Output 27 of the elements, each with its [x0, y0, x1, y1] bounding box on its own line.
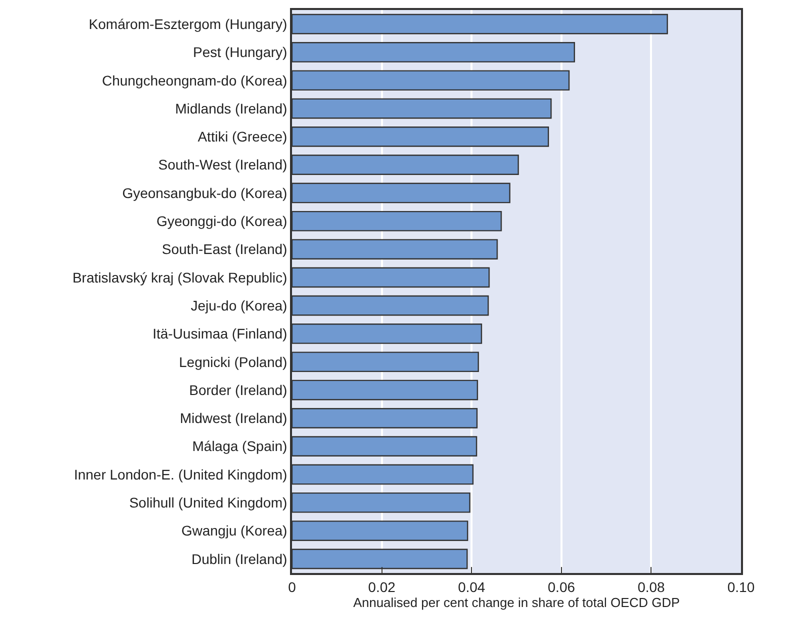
y-tick-label: Itä-Uusimaa (Finland): [152, 326, 288, 342]
y-tick-label: Attiki (Greece): [198, 128, 288, 145]
y-tick-label: Komárom-Esztergom (Hungary): [88, 16, 288, 32]
y-tick-label: Inner London-E. (United Kingdom): [74, 466, 288, 482]
y-tick-label: Legnicki (Poland): [179, 354, 288, 370]
y-tick-label: Málaga (Spain): [192, 438, 288, 454]
y-tick-label: Pest (Hungary): [193, 44, 288, 60]
x-tick-label: 0.02: [368, 578, 396, 595]
y-tick-label: Dublin (Ireland): [191, 550, 288, 567]
y-tick-label: Bratislavský kraj (Slovak Republic): [72, 269, 288, 286]
x-tick-label: 0.10: [727, 578, 755, 595]
x-tick-label: 0.08: [638, 578, 666, 595]
y-tick-label: Border (Ireland): [189, 382, 288, 398]
y-tick-label: Midwest (Ireland): [180, 410, 288, 426]
y-tick-label: Solihull (United Kingdom): [129, 494, 288, 511]
y-tick-label: South-East (Ireland): [162, 241, 288, 258]
y-tick-label: Jeju-do (Korea): [190, 297, 288, 314]
y-tick-label: South-West (Ireland): [158, 156, 288, 173]
y-tick-label: Chungcheongnam-do (Korea): [102, 72, 288, 88]
x-tick-label: 0: [288, 578, 296, 595]
x-tick-label: 0.04: [458, 578, 486, 595]
y-tick-label: Gwangju (Korea): [181, 522, 288, 539]
x-tick-label: 0.06: [548, 578, 576, 595]
x-axis-title: Annualised per cent change in share of total OECD GDP: [353, 594, 680, 610]
y-tick-label: Midlands (Ireland): [175, 100, 288, 116]
y-tick-label: Gyeonggi-do (Korea): [156, 213, 288, 230]
y-tick-label: Gyeonsangbuk-do (Korea): [122, 184, 288, 201]
